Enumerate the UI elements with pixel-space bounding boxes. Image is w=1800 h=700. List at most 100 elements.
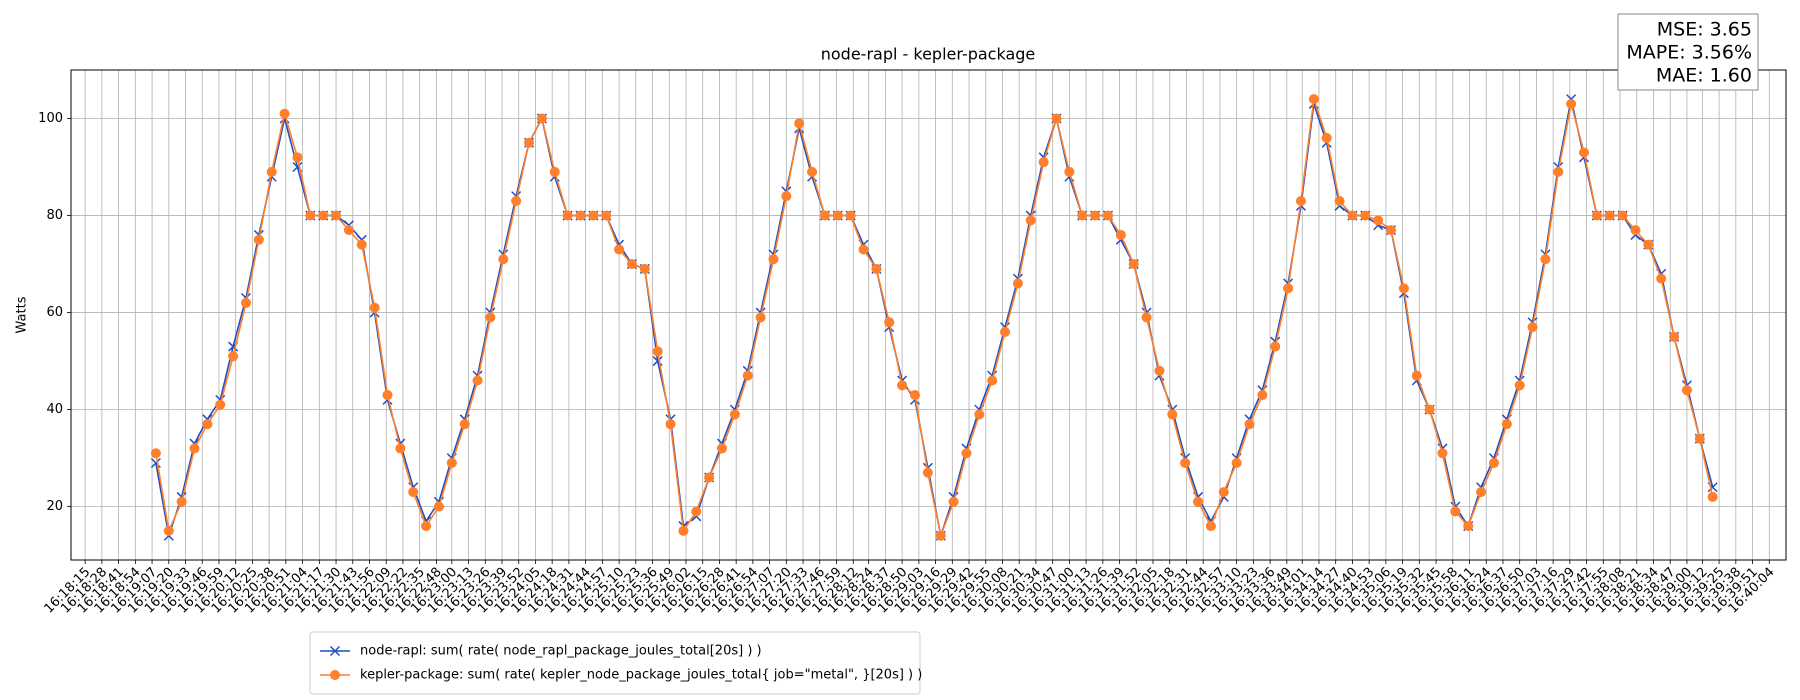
data-point	[1424, 404, 1435, 415]
data-point	[1501, 419, 1512, 430]
data-point	[742, 370, 753, 381]
data-point	[549, 166, 560, 177]
data-point	[1025, 215, 1036, 226]
data-point	[356, 239, 367, 250]
data-point	[408, 487, 419, 498]
data-point	[781, 191, 792, 202]
data-point	[1012, 278, 1023, 289]
data-point	[202, 419, 213, 430]
data-point	[884, 317, 895, 328]
data-point	[755, 312, 766, 323]
data-point	[678, 525, 689, 536]
data-point	[1128, 259, 1139, 270]
data-point	[1707, 491, 1718, 502]
data-point	[1540, 254, 1551, 265]
data-point	[1360, 210, 1371, 221]
data-point	[1000, 326, 1011, 337]
data-point	[150, 457, 161, 469]
data-point	[1527, 322, 1538, 333]
data-point	[1669, 331, 1680, 342]
data-point	[1514, 380, 1525, 391]
data-point	[524, 137, 535, 148]
legend-label: node-rapl: sum( rate( node_rapl_package_…	[360, 644, 762, 659]
legend-label: kepler-package: sum( rate( kepler_node_p…	[360, 668, 922, 683]
data-point	[935, 530, 946, 541]
data-point	[511, 195, 522, 206]
data-point	[832, 210, 843, 221]
series	[150, 94, 1718, 541]
data-point	[1488, 457, 1499, 468]
data-point	[266, 166, 277, 177]
data-point	[1077, 210, 1088, 221]
data-point	[305, 210, 316, 221]
y-tick-label: 100	[38, 111, 63, 126]
data-point	[639, 263, 650, 274]
data-point	[228, 351, 239, 362]
data-point	[1604, 210, 1615, 221]
data-point	[536, 113, 547, 124]
data-point	[1347, 210, 1358, 221]
data-point	[652, 346, 663, 357]
data-point	[395, 443, 406, 454]
data-point	[318, 210, 329, 221]
data-point	[421, 521, 432, 532]
data-point	[704, 472, 715, 483]
data-point	[329, 645, 341, 657]
y-tick-label: 20	[46, 499, 63, 514]
data-point	[987, 375, 998, 386]
y-tick-label: 80	[46, 208, 63, 223]
data-point	[1476, 487, 1487, 498]
data-point	[163, 525, 174, 536]
data-point	[215, 399, 226, 410]
data-point	[1283, 283, 1294, 294]
chart-title: node-rapl - kepler-package	[821, 45, 1036, 64]
y-axis-label: Watts	[15, 296, 30, 333]
data-point	[176, 496, 187, 507]
data-point	[1167, 409, 1178, 420]
data-point	[1566, 98, 1577, 109]
data-point	[369, 302, 380, 313]
data-point	[1141, 312, 1152, 323]
data-point	[1450, 506, 1461, 517]
data-point	[1154, 365, 1165, 376]
data-point	[1630, 225, 1641, 236]
data-point	[189, 443, 200, 454]
annotation-text: MSE: 3.65	[1657, 19, 1752, 41]
data-point	[1308, 94, 1319, 105]
data-point	[575, 210, 586, 221]
data-point	[897, 380, 908, 391]
data-point	[253, 234, 264, 245]
annotation-text: MAE: 1.60	[1656, 65, 1752, 87]
data-point	[807, 166, 818, 177]
data-point	[665, 419, 676, 430]
data-point	[1244, 419, 1255, 430]
data-point	[331, 210, 342, 221]
data-point	[871, 263, 882, 274]
data-point	[1270, 341, 1281, 352]
data-point	[330, 670, 340, 680]
data-point	[1193, 496, 1204, 507]
data-point	[1180, 457, 1191, 468]
data-point	[1218, 487, 1229, 498]
data-point	[459, 419, 470, 430]
data-point	[1115, 229, 1126, 240]
annotation-text: MAPE: 3.56%	[1626, 42, 1752, 64]
data-point	[240, 297, 251, 308]
series-line	[155, 98, 1714, 539]
y-tick-label: 40	[46, 402, 63, 417]
series-line	[155, 98, 1714, 539]
data-point	[1617, 210, 1628, 221]
data-point	[433, 501, 444, 512]
data-point	[601, 210, 612, 221]
data-point	[292, 152, 303, 163]
data-point	[1102, 210, 1113, 221]
data-point	[1643, 239, 1654, 250]
data-point	[729, 409, 740, 420]
data-point	[845, 210, 856, 221]
data-point	[1579, 147, 1590, 158]
data-point	[562, 210, 573, 221]
annotation-box	[1617, 13, 1759, 91]
plot-frame	[70, 69, 1787, 561]
data-point	[1656, 273, 1667, 284]
data-point	[279, 108, 290, 119]
